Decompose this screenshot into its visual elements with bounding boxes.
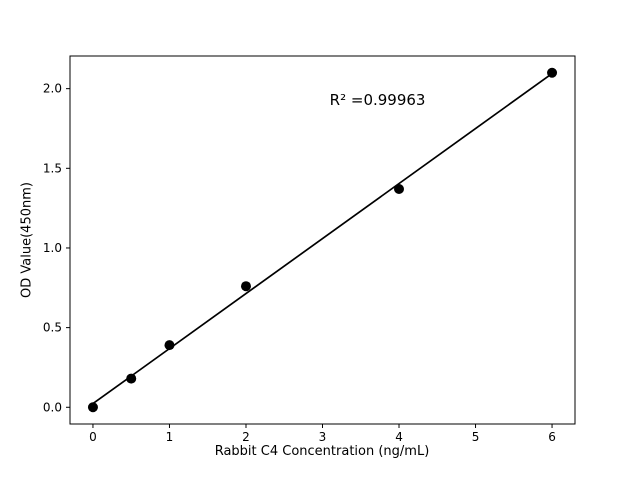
y-tick-label: 1.5 [43,161,62,175]
x-tick-label: 6 [548,430,556,444]
y-axis-label: OD Value(450nm) [19,182,35,298]
r-squared-annotation: R² =0.99963 [329,90,426,109]
x-tick-label: 0 [89,430,97,444]
data-point [394,184,405,195]
x-tick-label: 3 [319,430,327,444]
x-tick-label: 2 [242,430,250,444]
data-point [87,402,98,413]
data-point [126,373,137,384]
y-tick-label: 0.5 [43,321,62,335]
y-tick-label: 0.0 [43,400,62,414]
x-tick-label: 5 [472,430,480,444]
y-tick-label: 2.0 [43,82,62,96]
data-point [164,340,175,351]
data-point [547,67,558,78]
x-tick-label: 1 [166,430,174,444]
data-point [240,281,251,292]
x-axis-label: Rabbit C4 Concentration (ng/mL) [214,444,430,459]
fit-line [92,72,553,405]
x-tick-label: 4 [395,430,403,444]
y-tick-label: 1.0 [43,241,62,255]
